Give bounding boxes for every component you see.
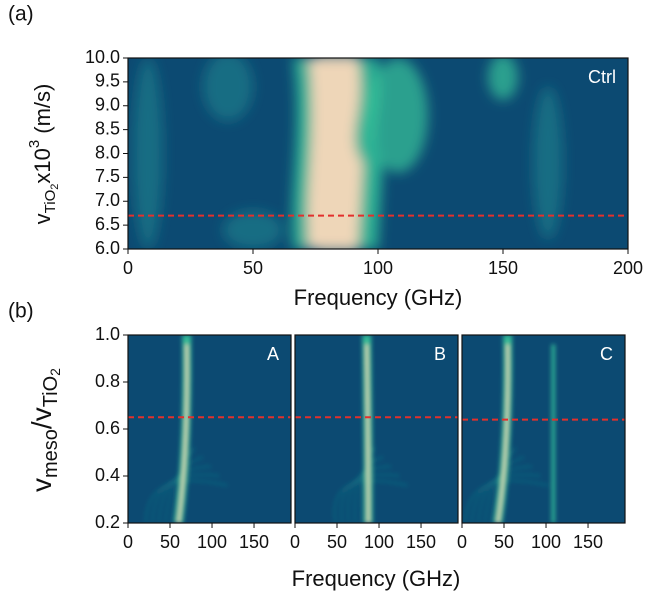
heatmap-feature: [144, 479, 228, 523]
x-tick-label: 100: [364, 532, 394, 552]
label-part: v: [26, 478, 57, 492]
panel-annotation: A: [267, 344, 279, 364]
heatmap-feature: [306, 58, 363, 249]
x-tick-label: 0: [123, 532, 133, 552]
heatmap-feature: [368, 58, 428, 173]
heatmap-background: [462, 335, 625, 523]
heatmap-feature: [488, 58, 518, 101]
panel-annotation: C: [600, 344, 613, 364]
heatmap: [295, 335, 458, 523]
heatmap-glow: [133, 58, 563, 249]
heatmap-background: [128, 335, 291, 523]
panel-label: (a): [8, 3, 34, 26]
heatmap-feature: [333, 479, 408, 523]
heatmap: [128, 335, 291, 523]
y-tick-label: 6.5: [95, 214, 120, 234]
heatmap-feature: [177, 344, 189, 523]
heatmap-feature: [133, 58, 163, 249]
y-tick-label: 0.2: [95, 512, 120, 532]
label-part: x10: [30, 148, 55, 183]
label-superscript: 3: [26, 140, 43, 148]
heatmap-feature: [365, 344, 370, 523]
y-tick-label: 7.0: [95, 190, 120, 210]
heatmap-glow: [333, 335, 408, 523]
x-tick-label: 50: [494, 532, 514, 552]
plot-frame: [461, 334, 626, 524]
heatmap-feature: [496, 344, 510, 523]
heatmap: [462, 335, 625, 523]
x-tick-label: 50: [243, 258, 263, 278]
y-tick-label: 8.0: [95, 142, 120, 162]
panel-annotation: Ctrl: [588, 67, 616, 87]
x-tick-label: 150: [573, 532, 603, 552]
heatmap-feature: [203, 58, 253, 122]
x-tick-label: 50: [327, 532, 347, 552]
y-tick-label: 1.0: [95, 324, 120, 344]
x-tick-label: 50: [160, 532, 180, 552]
heatmap-feature: [464, 479, 549, 523]
label-subscript: TiO: [40, 376, 62, 407]
x-tick-label: 0: [123, 258, 133, 278]
label-part: v: [30, 213, 55, 224]
y-tick-label: 7.5: [95, 166, 120, 186]
y-tick-label: 8.5: [95, 118, 120, 138]
x-tick-label: 150: [239, 532, 269, 552]
x-tick-label: 150: [406, 532, 436, 552]
x-tick-label: 100: [531, 532, 561, 552]
x-tick-label: 0: [290, 532, 300, 552]
x-tick-label: 100: [363, 258, 393, 278]
panel-annotation: B: [434, 344, 446, 364]
label-subscript: 2: [47, 368, 63, 376]
heatmap-background: [295, 335, 458, 523]
x-axis-label: Frequency (GHz): [294, 285, 463, 310]
y-tick-label: 9.5: [95, 71, 120, 91]
y-tick-label: 9.0: [95, 95, 120, 115]
plot-frame: [294, 334, 459, 524]
heatmap-feature: [223, 210, 283, 249]
y-tick-label: 6.0: [95, 238, 120, 258]
y-tick-label: 0.8: [95, 371, 120, 391]
panel-label: (b): [8, 300, 34, 323]
label-part: (m/s): [30, 84, 55, 140]
x-tick-label: 150: [488, 258, 518, 278]
x-tick-label: 0: [457, 532, 467, 552]
heatmap-glow: [144, 335, 228, 523]
y-tick-label: 0.4: [95, 465, 120, 485]
x-axis-label: Frequency (GHz): [292, 566, 461, 591]
y-axis-label: vTiO2x103 (m/s): [26, 84, 61, 225]
y-tick-label: 0.6: [95, 418, 120, 438]
label-subscript: 2: [49, 184, 61, 190]
x-tick-label: 100: [197, 532, 227, 552]
heatmap: [128, 58, 628, 249]
label-part: /v: [26, 407, 57, 429]
heatmap-glow: [464, 335, 556, 523]
label-subscript: TiO: [42, 190, 59, 214]
y-tick-label: 10.0: [85, 47, 120, 67]
y-axis-label: vmeso/vTiO2: [26, 368, 62, 492]
x-tick-label: 200: [613, 258, 643, 278]
label-subscript: meso: [40, 429, 62, 478]
heatmap-feature: [533, 86, 563, 240]
